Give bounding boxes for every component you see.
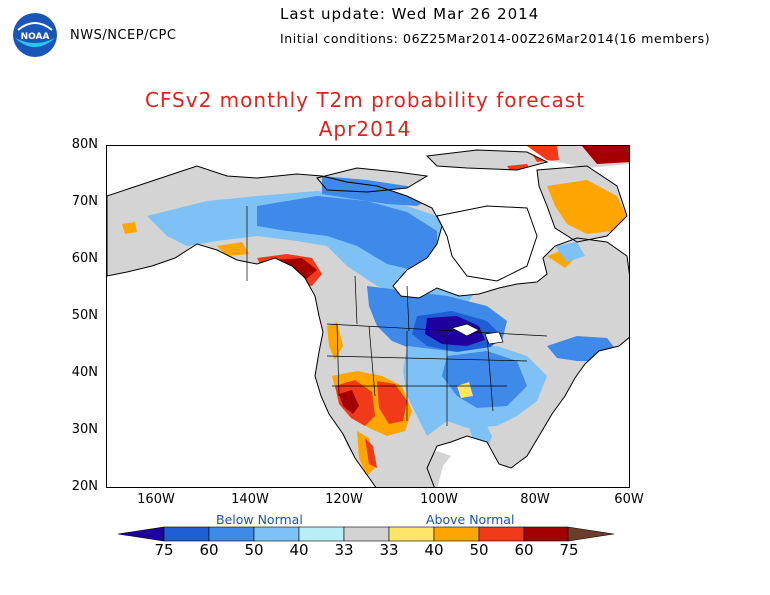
- colorbar-label: 60: [514, 541, 534, 559]
- colorbar-label: 40: [289, 541, 309, 559]
- lon-label-120w: 120W: [325, 492, 363, 507]
- colorbar-label: 40: [424, 541, 444, 559]
- chart-subtitle: Apr2014: [318, 117, 412, 141]
- colorbar-cell: [433, 526, 480, 542]
- colorbar-cell: [388, 526, 435, 542]
- lon-label-80w: 80W: [520, 492, 550, 507]
- last-update: Last update: Wed Mar 26 2014: [280, 5, 540, 23]
- lat-label-60n: 60N: [71, 251, 98, 266]
- colorbar-cell: [298, 526, 345, 542]
- lon-label-100w: 100W: [420, 492, 458, 507]
- colorbar-label: 33: [334, 541, 354, 559]
- colorbar-cell: [478, 526, 525, 542]
- lat-label-20n: 20N: [71, 479, 98, 494]
- colorbar-label: 50: [244, 541, 264, 559]
- colorbar-cell: [523, 526, 569, 542]
- agency-label: NWS/NCEP/CPC: [70, 28, 177, 43]
- colorbar-label: 50: [469, 541, 489, 559]
- colorbar-cell: [118, 526, 165, 542]
- above-normal-label: Above Normal: [426, 512, 515, 527]
- initial-conditions: Initial conditions: 06Z25Mar2014-00Z26Ma…: [280, 31, 711, 46]
- colorbar-label: 75: [154, 541, 174, 559]
- lon-label-160w: 160W: [137, 492, 175, 507]
- lon-label-60w: 60W: [614, 492, 644, 507]
- colorbar: [118, 526, 614, 542]
- colorbar-cell: [343, 526, 390, 542]
- lat-label-80n: 80N: [71, 137, 98, 152]
- noaa-logo: NOAA: [13, 13, 57, 57]
- colorbar-cell: [163, 526, 210, 542]
- chart-title: CFSv2 monthly T2m probability forecast: [144, 88, 586, 112]
- lon-label-140w: 140W: [231, 492, 269, 507]
- below-normal-label: Below Normal: [216, 512, 303, 527]
- noaa-logo-text: NOAA: [21, 32, 50, 42]
- colorbar-cell: [253, 526, 300, 542]
- colorbar-cell: [208, 526, 255, 542]
- colorbar-label: 75: [559, 541, 579, 559]
- lat-label-30n: 30N: [71, 422, 98, 437]
- lat-label-40n: 40N: [71, 365, 98, 380]
- forecast-map-canvas: [107, 146, 629, 487]
- colorbar-label: 33: [379, 541, 399, 559]
- lat-label-50n: 50N: [71, 308, 98, 323]
- colorbar-cell: [567, 526, 614, 542]
- colorbar-label: 60: [199, 541, 219, 559]
- forecast-map: [106, 145, 630, 488]
- lat-label-70n: 70N: [71, 194, 98, 209]
